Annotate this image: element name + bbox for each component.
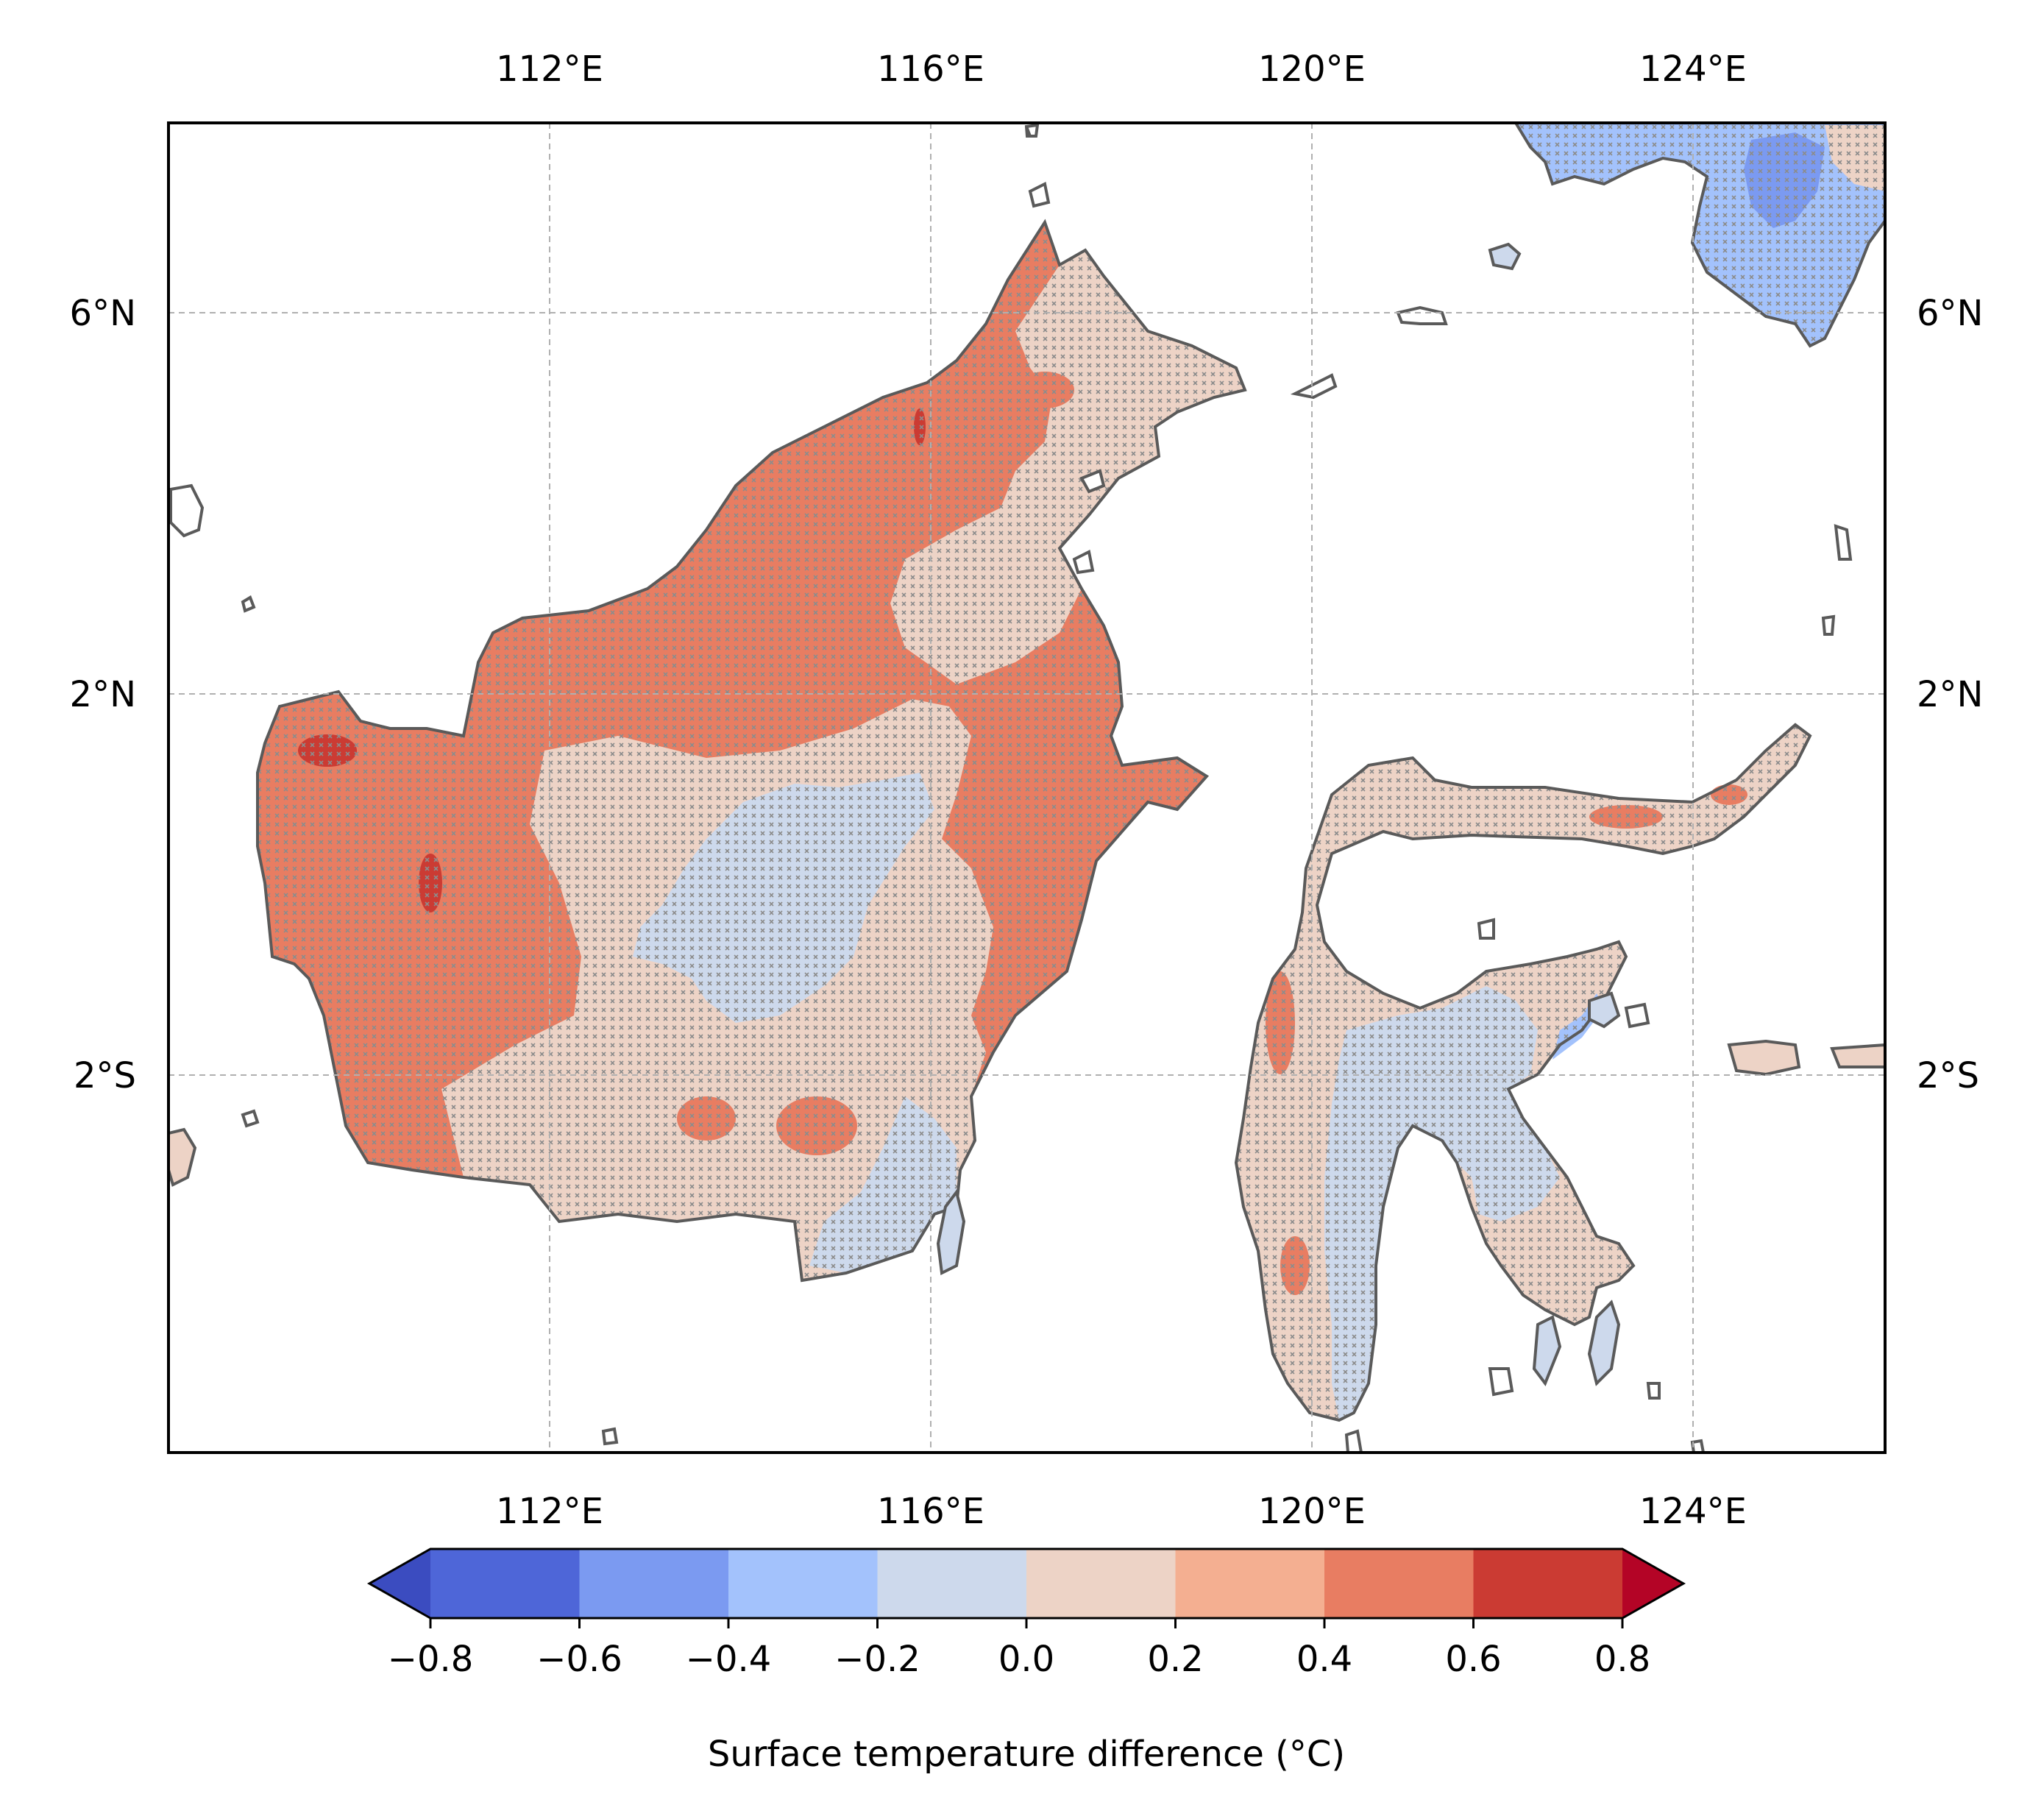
borneo-island	[256, 219, 1247, 1283]
colorbar: −0.8 −0.6 −0.4 −0.2 0.0 0.2 0.4 0.6 0.8 Surface …	[366, 1547, 1686, 1775]
colorbar-segment-5	[1175, 1549, 1325, 1618]
buton-island	[1587, 1299, 1621, 1386]
left-lat-labels: 6°N 2°N 2°S	[70, 293, 136, 1096]
borneo-coastline	[256, 219, 1247, 1283]
bottom-lon-labels: 112°E 116°E 120°E 124°E	[496, 1491, 1747, 1532]
island-derawan	[1072, 550, 1095, 575]
colorbar-segments	[430, 1549, 1623, 1618]
island-west-1	[241, 595, 256, 613]
laut-island	[936, 1188, 966, 1276]
sulawesi-hatching	[1236, 725, 1810, 1420]
lon-label-bottom-120: 120°E	[1258, 1491, 1366, 1532]
lon-label-top-116: 116°E	[877, 49, 984, 90]
island-east-2	[1821, 614, 1836, 636]
island-sulu-2	[1290, 373, 1338, 400]
colorbar-segment-0	[430, 1549, 580, 1618]
banggai-island	[1588, 991, 1621, 1029]
right-lat-labels: 6°N 2°N 2°S	[1917, 293, 1983, 1096]
lon-label-top-120: 120°E	[1258, 49, 1366, 90]
lon-label-bottom-112: 112°E	[496, 1491, 603, 1532]
colorbar-tick-label-8: 0.8	[1594, 1639, 1650, 1680]
colorbar-tick-label-6: 0.4	[1296, 1639, 1352, 1680]
colorbar-tick-label-0: −0.8	[388, 1639, 474, 1680]
island-belitung	[168, 1127, 197, 1187]
colorbar-ticks: −0.8 −0.6 −0.4 −0.2 0.0 0.2 0.4 0.6 0.8	[388, 1618, 1650, 1680]
island-north-1	[1025, 126, 1032, 137]
lat-label-right-2s: 2°S	[1917, 1055, 1979, 1096]
lat-label-left-6n: 6°N	[70, 293, 136, 334]
muna-island	[1532, 1315, 1562, 1387]
colorbar-tick-label-3: −0.2	[834, 1639, 920, 1680]
borneo-hatching	[258, 222, 1245, 1280]
colorbar-segment-1	[579, 1549, 729, 1618]
lon-label-top-112: 112°E	[496, 49, 603, 90]
colorbar-tick-label-2: −0.4	[686, 1639, 772, 1680]
island-west-2	[241, 1109, 260, 1128]
colorbar-tick-label-4: 0.0	[998, 1639, 1054, 1680]
colorbar-segment-2	[728, 1549, 878, 1618]
island-sulu-1	[1396, 305, 1448, 325]
colorbar-segment-6	[1324, 1549, 1474, 1618]
colorbar-label: Surface temperature difference (°C)	[708, 1734, 1345, 1775]
island-peleng	[1624, 1002, 1650, 1029]
lat-label-right-2n: 2°N	[1917, 674, 1983, 715]
colorbar-tick-label-1: −0.6	[536, 1639, 622, 1680]
gridlines	[168, 123, 1885, 1453]
lat-label-right-6n: 6°N	[1917, 293, 1983, 334]
colorbar-segment-3	[877, 1549, 1027, 1618]
island-south-2	[1646, 1382, 1661, 1400]
map-content	[168, 123, 1885, 1453]
colorbar-under-triangle	[369, 1549, 430, 1618]
colorbar-tick-label-5: 0.2	[1147, 1639, 1203, 1680]
colorbar-tick-label-7: 0.6	[1445, 1639, 1501, 1680]
island-south-4	[1690, 1439, 1706, 1453]
lat-label-left-2n: 2°N	[70, 674, 136, 715]
top-lon-labels: 112°E 116°E 120°E 124°E	[496, 49, 1747, 90]
island-east-1	[1834, 524, 1853, 561]
island-banda-2	[1830, 1043, 1885, 1068]
lon-label-bottom-124: 124°E	[1639, 1491, 1747, 1532]
mindanao-hatching	[1516, 123, 1885, 346]
lon-label-bottom-116: 116°E	[877, 1491, 984, 1532]
island-south-1	[1488, 1367, 1514, 1397]
small-islands	[168, 123, 1885, 1453]
island-south-5	[601, 1427, 619, 1446]
sulawesi-island	[1234, 723, 1812, 1422]
sulawesi-coastline	[1234, 723, 1812, 1422]
map-frame	[167, 121, 1887, 1454]
island-togian	[1477, 918, 1495, 940]
island-banda-1	[1727, 1039, 1801, 1077]
colorbar-segment-7	[1473, 1549, 1623, 1618]
mindanao-coastline	[1514, 123, 1885, 348]
island-south-3	[1344, 1429, 1363, 1453]
island-anambas	[169, 483, 205, 538]
island-sulu-3	[1488, 242, 1522, 271]
island-banggi	[1028, 182, 1051, 208]
lon-label-top-124: 124°E	[1639, 49, 1747, 90]
lat-label-left-2s: 2°S	[74, 1055, 136, 1096]
map-panel	[167, 121, 1887, 1454]
colorbar-segment-4	[1026, 1549, 1176, 1618]
island-tawi	[1079, 469, 1106, 494]
mindanao-island	[1514, 123, 1885, 348]
colorbar-over-triangle	[1622, 1549, 1683, 1618]
